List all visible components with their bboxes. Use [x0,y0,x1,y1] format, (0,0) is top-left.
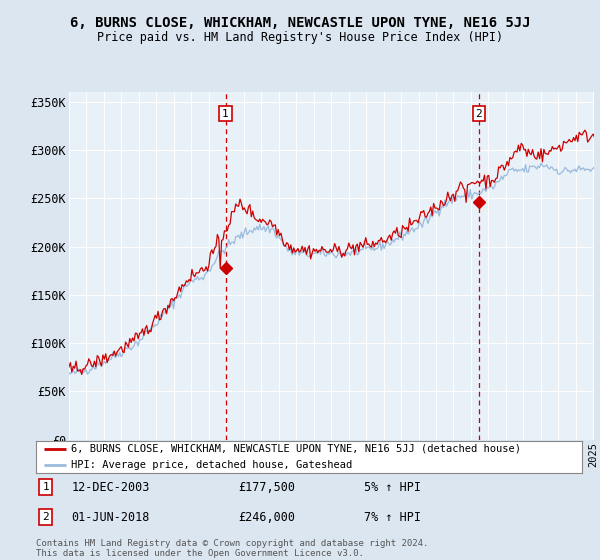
Text: 12-DEC-2003: 12-DEC-2003 [71,480,150,493]
Text: 2: 2 [43,512,49,522]
Text: Contains HM Land Registry data © Crown copyright and database right 2024.
This d: Contains HM Land Registry data © Crown c… [36,539,428,558]
Text: 7% ↑ HPI: 7% ↑ HPI [364,511,421,524]
Text: 01-JUN-2018: 01-JUN-2018 [71,511,150,524]
Text: Price paid vs. HM Land Registry's House Price Index (HPI): Price paid vs. HM Land Registry's House … [97,31,503,44]
Text: 6, BURNS CLOSE, WHICKHAM, NEWCASTLE UPON TYNE, NE16 5JJ: 6, BURNS CLOSE, WHICKHAM, NEWCASTLE UPON… [70,16,530,30]
Text: 2: 2 [476,109,482,119]
Text: 5% ↑ HPI: 5% ↑ HPI [364,480,421,493]
Text: £177,500: £177,500 [238,480,295,493]
Text: 1: 1 [43,482,49,492]
Text: £246,000: £246,000 [238,511,295,524]
Text: HPI: Average price, detached house, Gateshead: HPI: Average price, detached house, Gate… [71,460,353,470]
Text: 6, BURNS CLOSE, WHICKHAM, NEWCASTLE UPON TYNE, NE16 5JJ (detached house): 6, BURNS CLOSE, WHICKHAM, NEWCASTLE UPON… [71,444,521,454]
Text: 1: 1 [222,109,229,119]
